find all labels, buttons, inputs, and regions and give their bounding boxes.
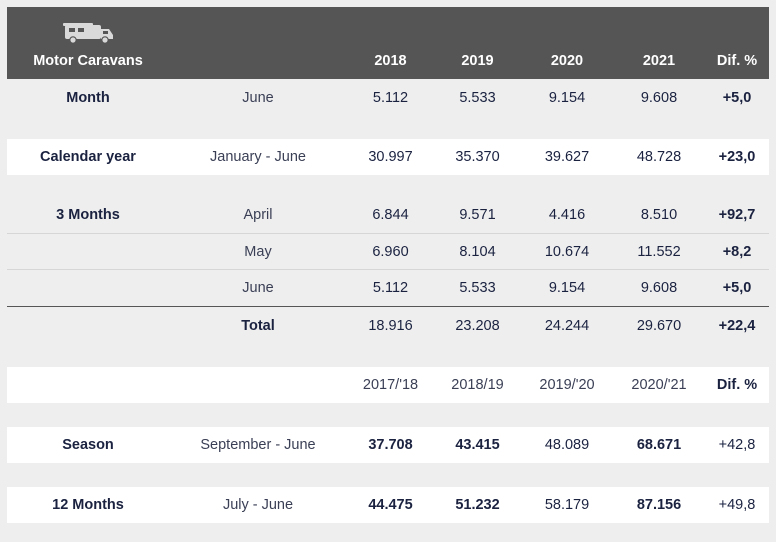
- value-cell: 35.370: [455, 149, 500, 165]
- header-spacer: [169, 49, 347, 79]
- diff-cell: +92,7: [718, 207, 756, 223]
- table-row-season: Season September - June 37.708 43.415 48…: [7, 427, 769, 463]
- table-row-total: Total 18.916 23.208 24.244 29.670 +22,4: [7, 307, 769, 344]
- value-cell: 87.156: [636, 497, 682, 513]
- col-header-2017-18: 2017/'18: [362, 377, 419, 393]
- value-cell: 58.179: [544, 497, 590, 513]
- table-row-month: Month June 5.112 5.533 9.154 9.608 +5,0: [7, 79, 769, 117]
- value-cell: 18.916: [368, 317, 413, 334]
- value-cell: 5.533: [459, 280, 496, 296]
- value-cell: 4.416: [548, 207, 586, 223]
- row-label: Season: [62, 437, 114, 453]
- value-cell: 5.112: [372, 280, 409, 296]
- diff-cell: +22,4: [718, 317, 756, 334]
- registration-table: Motor Caravans 2018 2019 2020 2021 Dif. …: [7, 7, 769, 523]
- row-period: June: [242, 280, 274, 296]
- value-cell: 8.104: [459, 243, 496, 260]
- diff-cell: +42,8: [718, 437, 756, 453]
- row-period: September - June: [200, 437, 316, 453]
- value-cell: 43.415: [455, 437, 500, 453]
- value-cell: 11.552: [637, 243, 681, 260]
- motorhome-icon: [63, 23, 113, 44]
- value-cell: 8.510: [640, 207, 678, 223]
- value-cell: 48.728: [636, 149, 682, 165]
- value-cell: 10.674: [544, 243, 590, 260]
- row-period: May: [244, 243, 272, 260]
- value-cell: 23.208: [455, 317, 500, 334]
- value-cell: 48.089: [544, 437, 590, 453]
- col-header-2019: 2019: [461, 53, 494, 69]
- value-cell: 29.670: [636, 317, 682, 334]
- col-header-diff: Dif. %: [716, 53, 758, 69]
- value-cell: 5.533: [459, 90, 496, 106]
- table-row-may: May 6.960 8.104 10.674 11.552 +8,2: [7, 234, 769, 270]
- spacer: [7, 403, 769, 427]
- row-label: 3 Months: [56, 207, 120, 223]
- value-cell: 37.708: [368, 437, 413, 453]
- table-header: Motor Caravans 2018 2019 2020 2021 Dif. …: [7, 7, 769, 79]
- diff-cell: +5,0: [722, 280, 752, 296]
- table-row-april: 3 Months April 6.844 9.571 4.416 8.510 +…: [7, 197, 769, 234]
- value-cell: 9.608: [640, 280, 678, 296]
- spacer: [7, 344, 769, 367]
- diff-cell: +5,0: [722, 90, 752, 106]
- row-period: June: [242, 90, 274, 106]
- spacer: [7, 175, 769, 197]
- table-row-calendar-year: Calendar year January - June 30.997 35.3…: [7, 139, 769, 175]
- value-cell: 39.627: [544, 149, 590, 165]
- value-cell: 9.154: [548, 280, 586, 296]
- col-header-2018: 2018: [374, 53, 407, 69]
- value-cell: 9.154: [548, 90, 586, 106]
- value-cell: 9.608: [640, 90, 678, 106]
- row-label: Calendar year: [40, 149, 136, 165]
- value-cell: 24.244: [544, 317, 590, 334]
- value-cell: 68.671: [636, 437, 682, 453]
- col-header-2021: 2021: [642, 53, 676, 69]
- value-cell: 44.475: [368, 497, 413, 513]
- row-period: July - June: [222, 497, 294, 513]
- diff-cell: +8,2: [722, 243, 752, 260]
- value-cell: 51.232: [455, 497, 500, 513]
- season-header-row: 2017/'18 2018/19 2019/'20 2020/'21 Dif. …: [7, 367, 769, 403]
- value-cell: 5.112: [372, 90, 409, 106]
- col-header-diff: Dif. %: [716, 377, 758, 393]
- table-row-june: June 5.112 5.533 9.154 9.608 +5,0: [7, 270, 769, 307]
- col-header-2018-19: 2018/19: [451, 377, 504, 393]
- row-label: Month: [66, 90, 110, 106]
- col-header-2020-21: 2020/'21: [631, 377, 687, 393]
- table-title: Motor Caravans: [33, 53, 143, 69]
- spacer: [7, 117, 769, 139]
- value-cell: 6.844: [372, 207, 409, 223]
- diff-cell: +23,0: [718, 149, 756, 165]
- value-cell: 6.960: [372, 243, 409, 260]
- row-period: January - June: [210, 149, 306, 165]
- diff-cell: +49,8: [718, 497, 756, 513]
- value-cell: 30.997: [368, 149, 413, 165]
- col-header-2020: 2020: [550, 53, 584, 69]
- total-label: Total: [241, 317, 275, 334]
- col-header-2019-20: 2019/'20: [539, 377, 595, 393]
- row-period: April: [243, 207, 273, 223]
- spacer: [7, 463, 769, 487]
- table-row-12-months: 12 Months July - June 44.475 51.232 58.1…: [7, 487, 769, 523]
- row-label: 12 Months: [52, 497, 124, 513]
- value-cell: 9.571: [459, 207, 496, 223]
